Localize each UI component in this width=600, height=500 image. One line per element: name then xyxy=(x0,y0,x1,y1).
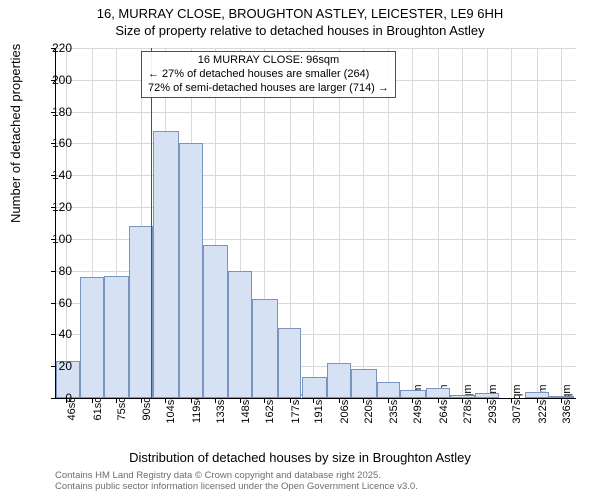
y-tick-label: 220 xyxy=(42,41,72,55)
annotation-box: 16 MURRAY CLOSE: 96sqm← 27% of detached … xyxy=(141,51,396,98)
x-tick-label: 278sqm xyxy=(462,384,474,423)
histogram-bar xyxy=(475,393,499,398)
histogram-bar xyxy=(426,388,450,398)
x-tick-label: 322sqm xyxy=(537,384,549,423)
annotation-larger-line: 72% of semi-detached houses are larger (… xyxy=(148,82,389,96)
grid-line-vertical xyxy=(412,48,413,398)
annotation-smaller-line: ← 27% of detached houses are smaller (26… xyxy=(148,68,389,82)
grid-line-vertical xyxy=(561,48,562,398)
x-tick-label: 336sqm xyxy=(561,384,573,423)
grid-line-horizontal xyxy=(56,48,576,49)
histogram-bar xyxy=(228,271,252,398)
grid-line-vertical xyxy=(339,48,340,398)
chart-plot-area: 46sqm61sqm75sqm90sqm104sqm119sqm133sqm14… xyxy=(55,48,575,398)
grid-line-vertical xyxy=(438,48,439,398)
grid-line-vertical xyxy=(462,48,463,398)
histogram-bar xyxy=(104,276,130,399)
histogram-bar xyxy=(525,392,549,398)
footer-line-2: Contains public sector information licen… xyxy=(55,481,418,492)
histogram-bar xyxy=(203,245,229,398)
y-tick-label: 200 xyxy=(42,73,72,87)
annotation-title: 16 MURRAY CLOSE: 96sqm xyxy=(148,54,389,68)
chart-title: 16, MURRAY CLOSE, BROUGHTON ASTLEY, LEIC… xyxy=(0,0,600,23)
histogram-bar xyxy=(80,277,104,398)
left-arrow-icon: ← xyxy=(148,68,159,80)
grid-line-horizontal xyxy=(56,143,576,144)
grid-line-vertical xyxy=(487,48,488,398)
x-tick-label: 307sqm xyxy=(511,384,523,423)
y-tick-label: 60 xyxy=(42,296,72,310)
histogram-bar xyxy=(302,377,328,398)
histogram-bar xyxy=(549,396,575,398)
grid-line-vertical xyxy=(388,48,389,398)
y-tick-label: 20 xyxy=(42,359,72,373)
chart-container: 16, MURRAY CLOSE, BROUGHTON ASTLEY, LEIC… xyxy=(0,0,600,500)
y-tick-label: 120 xyxy=(42,200,72,214)
y-tick-label: 100 xyxy=(42,232,72,246)
footer-attribution: Contains HM Land Registry data © Crown c… xyxy=(55,470,418,493)
histogram-bar xyxy=(351,369,377,398)
grid-line-horizontal xyxy=(56,112,576,113)
x-axis-label: Distribution of detached houses by size … xyxy=(0,450,600,465)
footer-line-1: Contains HM Land Registry data © Crown c… xyxy=(55,470,418,481)
grid-line-horizontal xyxy=(56,207,576,208)
chart-subtitle: Size of property relative to detached ho… xyxy=(0,23,600,42)
histogram-bar xyxy=(377,382,401,398)
y-tick-label: 140 xyxy=(42,168,72,182)
right-arrow-icon: → xyxy=(378,82,389,94)
grid-line-horizontal xyxy=(56,175,576,176)
plot: 46sqm61sqm75sqm90sqm104sqm119sqm133sqm14… xyxy=(55,48,576,399)
y-tick-label: 80 xyxy=(42,264,72,278)
grid-line-vertical xyxy=(66,48,67,398)
y-tick-label: 180 xyxy=(42,105,72,119)
histogram-bar xyxy=(252,299,278,398)
x-tick-label: 293sqm xyxy=(487,384,499,423)
grid-line-vertical xyxy=(511,48,512,398)
y-tick-label: 40 xyxy=(42,327,72,341)
y-tick-label: 0 xyxy=(42,391,72,405)
histogram-bar xyxy=(278,328,302,398)
grid-line-vertical xyxy=(313,48,314,398)
histogram-bar xyxy=(153,131,179,398)
grid-line-vertical xyxy=(363,48,364,398)
grid-line-vertical xyxy=(537,48,538,398)
histogram-bar xyxy=(327,363,351,398)
histogram-bar xyxy=(450,395,476,398)
y-axis-label: Number of detached properties xyxy=(8,44,23,223)
y-tick-label: 160 xyxy=(42,136,72,150)
histogram-bar xyxy=(129,226,153,398)
histogram-bar xyxy=(400,390,426,398)
histogram-bar xyxy=(179,143,203,398)
reference-line xyxy=(151,48,152,398)
